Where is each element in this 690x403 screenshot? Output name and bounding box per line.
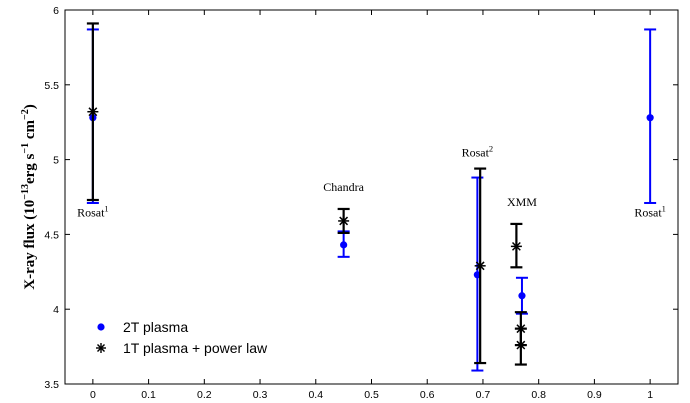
x-axis: 0 0.1 0.2 0.3 0.4 0.5 0.6 0.7 0.8 0.9 1 <box>90 10 653 401</box>
legend-label-2t-plasma: 2T plasma <box>123 319 188 335</box>
annotation-chandra: Chandra <box>323 180 364 194</box>
x-tick-label: 0.6 <box>420 389 435 401</box>
asterisk-stroke <box>339 216 349 226</box>
legend: 2T plasma 1T plasma + power law <box>96 319 268 356</box>
data-point <box>338 215 350 227</box>
data-point <box>518 292 526 300</box>
x-tick-label: 0.8 <box>531 389 546 401</box>
y-axis-label: X-ray flux (10−13erg s−1 cm−2) <box>20 104 38 289</box>
annotation-text: XMM <box>507 195 537 209</box>
asterisk-stroke <box>475 261 485 271</box>
series-layer <box>86 22 657 372</box>
y-axis-label-prefix: X-ray flux (10 <box>22 200 38 290</box>
annotation-xmm: XMM <box>507 195 537 209</box>
y-axis: 3.5 4 4.5 5 5.5 6 <box>44 5 678 391</box>
asterisk-stroke <box>88 107 98 117</box>
annotation-superscript: 1 <box>662 203 666 213</box>
x-tick-label: 0.4 <box>308 389 323 401</box>
y-tick-label: 3.5 <box>44 379 59 391</box>
data-point <box>515 339 527 351</box>
y-tick-label: 5.5 <box>44 80 59 92</box>
x-tick-label: 0.5 <box>364 389 379 401</box>
x-tick-label: 0.1 <box>141 389 156 401</box>
y-tick-label: 4 <box>53 304 59 316</box>
series-1t-plasma-power-law <box>86 22 527 366</box>
x-tick-label: 0.3 <box>253 389 268 401</box>
y-tick-label: 4.5 <box>44 229 59 241</box>
data-point <box>87 106 99 118</box>
y-axis-label-exp3: −2 <box>20 109 31 120</box>
annotation-text: Rosat <box>462 146 490 160</box>
annotation-superscript: 1 <box>104 203 108 213</box>
legend-marker-1t-plasma <box>96 343 106 353</box>
y-axis-label-mid2: cm <box>22 119 38 142</box>
asterisk-stroke <box>511 241 521 251</box>
y-tick-label: 5 <box>53 155 59 167</box>
data-point <box>474 260 486 272</box>
data-point <box>340 241 348 249</box>
x-tick-label: 0.2 <box>197 389 212 401</box>
y-axis-label-exp2: −1 <box>20 143 31 154</box>
x-tick-label: 0.7 <box>476 389 491 401</box>
annotation-rosat-right: Rosat1 <box>634 203 666 219</box>
y-axis-label-exp1: −13 <box>20 184 31 200</box>
annotation-rosat-left: Rosat1 <box>77 203 109 219</box>
asterisk-stroke <box>516 340 526 350</box>
data-point <box>510 240 522 252</box>
annotation-rosat-2: Rosat2 <box>462 144 494 160</box>
annotation-text: Chandra <box>323 180 364 194</box>
y-tick-label: 6 <box>53 5 59 17</box>
x-tick-label: 0 <box>90 389 96 401</box>
y-axis-label-suffix: ) <box>22 104 38 109</box>
x-tick-label: 0.9 <box>587 389 602 401</box>
annotation-text: Rosat <box>77 205 105 219</box>
x-tick-label: 1 <box>647 389 653 401</box>
annotation-superscript: 2 <box>489 144 493 154</box>
legend-label-1t-plasma: 1T plasma + power law <box>123 340 268 356</box>
y-axis-label-mid1: erg s <box>22 153 38 184</box>
data-point <box>646 114 654 122</box>
annotation-text: Rosat <box>634 205 662 219</box>
legend-marker-2t-plasma <box>97 323 105 331</box>
